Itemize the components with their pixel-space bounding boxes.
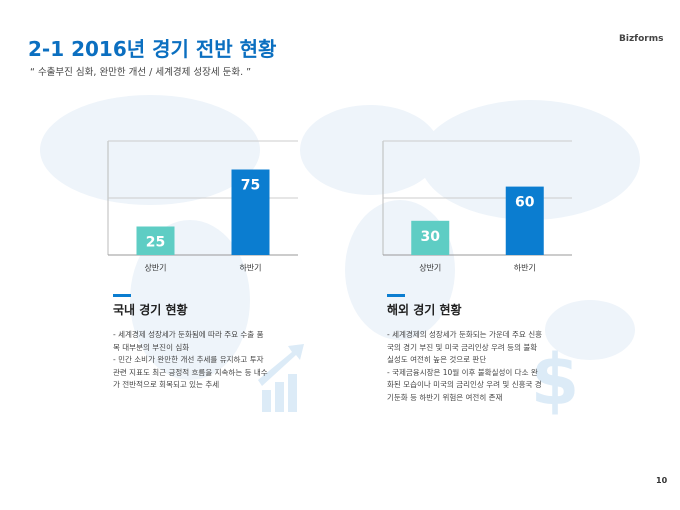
body-line: - 국제금융시장은 10월 이후 불확실성이 다소 완: [387, 367, 538, 377]
body-line: - 민간 소비가 완만한 개선 추세를 유지하고 투자: [113, 355, 264, 364]
value-label: 75: [241, 178, 260, 194]
bar: [231, 169, 270, 255]
value-label: 25: [146, 235, 165, 251]
x-tick-label: 하반기: [514, 263, 536, 273]
bar: [505, 186, 544, 255]
body-line: 기둔화 등 하반기 위험은 여전히 존재: [387, 392, 503, 402]
body-line: 관련 지표도 최근 긍정적 흐름을 지속하는 등 내수: [113, 367, 268, 377]
body-line: 목 대부분의 부진이 심화: [113, 342, 190, 352]
dollar-icon: $: [531, 339, 580, 421]
body-line: - 세계경제 성장세가 둔화됨에 따라 주요 수출 품: [113, 330, 264, 339]
heading-accent: [387, 294, 405, 297]
growth-icon: [258, 344, 304, 412]
value-label: 60: [515, 195, 535, 211]
section-heading: 국내 경기 현황: [113, 303, 188, 317]
world-map-background: [40, 95, 640, 380]
subtitle: “ 수출부진 심화, 완만한 개선 / 세계경제 성장세 둔화. ”: [30, 67, 252, 78]
body-line: 국의 경기 부진 및 미국 금리인상 우려 등의 불확: [387, 342, 538, 352]
body-line: 실성도 여전히 높은 것으로 판단: [387, 355, 487, 364]
x-tick-label: 상반기: [144, 263, 166, 273]
value-label: 30: [421, 229, 441, 245]
heading-accent: [113, 294, 131, 297]
x-tick-label: 하반기: [239, 263, 261, 273]
bar: [136, 226, 175, 255]
body-line: 가 전반적으로 회복되고 있는 추세: [113, 380, 220, 389]
x-tick-label: 상반기: [419, 263, 441, 273]
body-line: - 세계경제의 성장세가 둔화되는 가운데 주요 신흥: [387, 330, 543, 339]
title: 2-1 2016년 경기 전반 현황: [28, 37, 277, 61]
bar: [411, 220, 450, 255]
section-heading: 해외 경기 현황: [387, 303, 462, 317]
page-number: 10: [656, 476, 668, 485]
body-line: 화된 모습이나 미국의 금리인상 우려 및 신흥국 경: [387, 380, 542, 389]
brand: Bizforms: [619, 34, 664, 44]
